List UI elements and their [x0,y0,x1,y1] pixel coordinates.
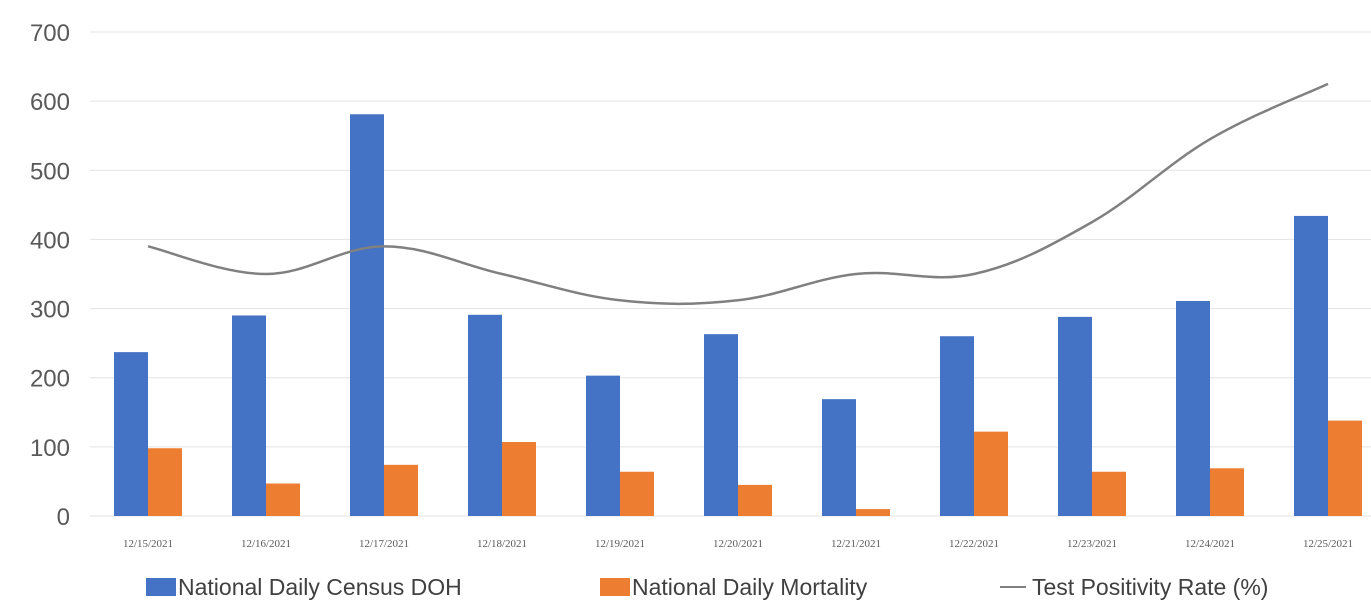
y-tick-label: 500 [30,158,70,185]
y-tick-label: 0 [57,504,70,531]
bar-mortality [1328,420,1362,516]
legend-item-census: National Daily Census DOH [146,570,462,604]
legend-swatch-mortality [600,578,630,596]
legend-label-positivity: Test Positivity Rate (%) [1032,573,1269,600]
line-positivity [147,82,1329,306]
bar-census [822,399,856,516]
legend-swatch-census [146,578,176,596]
bar-census [1058,316,1092,516]
x-tick-label: 12/23/2021 [1067,538,1117,550]
x-tick-label: 12/18/2021 [477,538,527,550]
y-tick-label: 600 [30,89,70,116]
y-axis-ticks: 0 100 200 300 400 500 600 700 [30,20,70,531]
x-tick-label: 12/20/2021 [713,538,763,550]
bar-census [1176,300,1210,516]
x-tick-label: 12/25/2021 [1303,538,1353,550]
bar-census [1294,215,1328,517]
legend-label-census: National Daily Census DOH [178,573,462,600]
bar-mortality [148,448,182,516]
positivity-line [147,82,1329,306]
bar-mortality [384,464,418,516]
y-tick-label: 400 [30,227,70,254]
x-tick-label: 12/17/2021 [359,538,409,550]
bar-census [704,334,738,516]
bar-census [350,114,384,516]
bar-census [586,375,620,516]
bar-mortality [856,509,890,516]
x-tick-label: 12/15/2021 [123,538,173,550]
bar-census [940,336,974,516]
y-tick-label: 200 [30,366,70,393]
bar-mortality [974,431,1008,516]
y-tick-label: 100 [30,435,70,462]
x-tick-label: 12/16/2021 [241,538,291,550]
x-tick-label: 12/22/2021 [949,538,999,550]
bar-census [232,315,266,516]
legend: National Daily Census DOH National Daily… [0,570,1371,604]
bar-mortality [738,484,772,516]
bar-mortality [502,442,536,516]
bar-mortality [266,483,300,516]
chart: 0 100 200 300 400 500 600 700 12/15/2021 12/16/2… [30,20,1371,550]
y-tick-label: 700 [30,20,70,47]
bar-census [114,352,148,516]
y-tick-label: 300 [30,297,70,324]
x-tick-label: 12/24/2021 [1185,538,1235,550]
bar-census [468,314,502,516]
x-tick-label: 12/19/2021 [595,538,645,550]
legend-item-mortality: National Daily Mortality [600,570,867,604]
bar-mortality [620,471,654,516]
x-axis-ticks: 12/15/2021 12/16/2021 12/17/2021 12/18/2021… [123,538,1353,550]
legend-item-positivity: Test Positivity Rate (%) [1000,570,1268,604]
x-tick-label: 12/21/2021 [831,538,881,550]
legend-label-mortality: National Daily Mortality [632,573,868,600]
bar-mortality [1092,471,1126,516]
bars [114,114,1362,517]
bar-mortality [1210,468,1244,516]
legend-swatch-positivity [1000,586,1026,588]
